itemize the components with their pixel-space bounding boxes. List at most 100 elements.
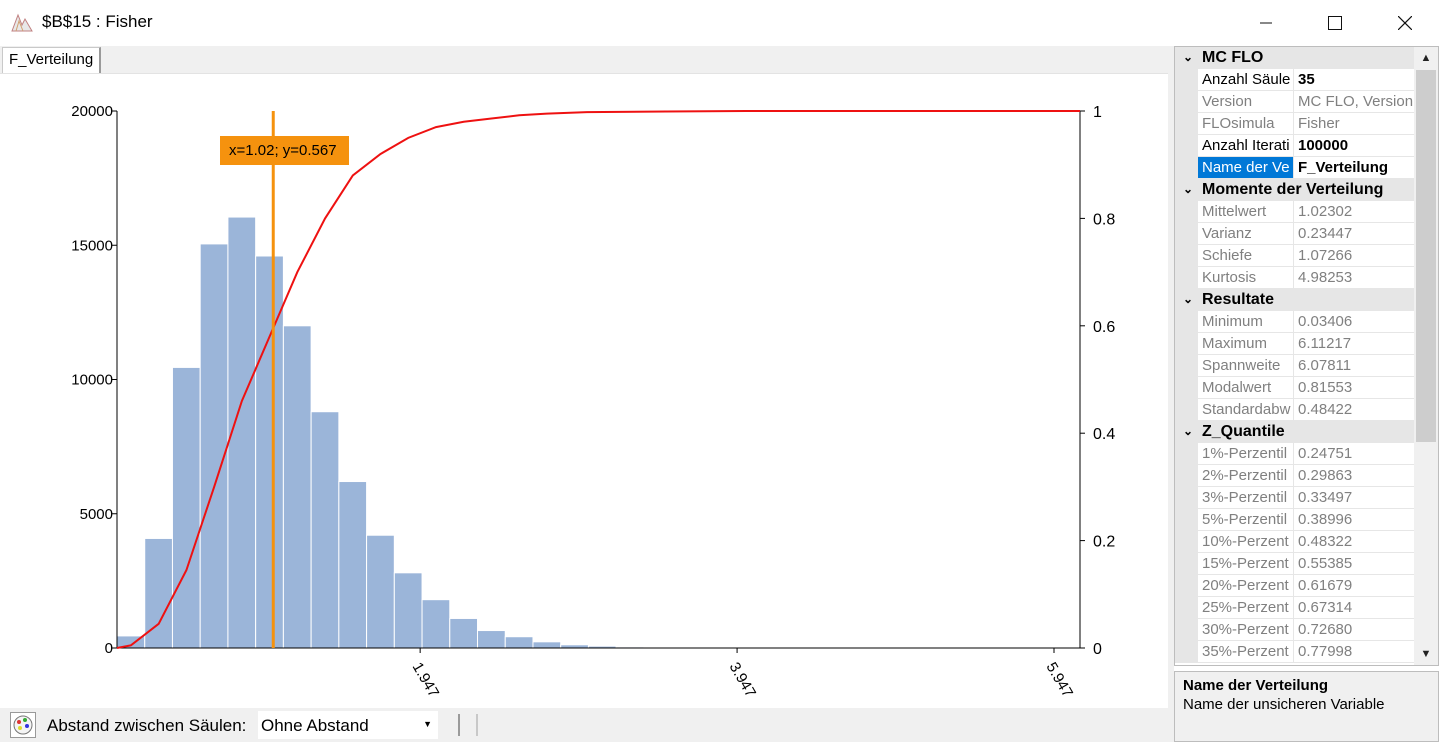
property-value[interactable]: 100000	[1294, 135, 1414, 157]
property-grid-scrollbar[interactable]: ▲ ▼	[1414, 47, 1438, 665]
property-value[interactable]: F_Verteilung	[1294, 157, 1414, 179]
property-name[interactable]: 35%-Perzent	[1198, 641, 1294, 663]
property-name[interactable]: Mittelwert	[1198, 201, 1294, 223]
property-value[interactable]: 0.03406	[1294, 311, 1414, 333]
property-name[interactable]: 25%-Perzent	[1198, 597, 1294, 619]
property-row[interactable]: 25%-Perzent 0.67314	[1175, 597, 1414, 619]
property-row[interactable]: 1%-Perzentil 0.24751	[1175, 443, 1414, 465]
right-tick-label: 0	[1093, 641, 1102, 658]
panel-splitter[interactable]	[1168, 46, 1174, 742]
left-tick-label: 10000	[71, 372, 113, 389]
property-value[interactable]: 0.67314	[1294, 597, 1414, 619]
tab-f-verteilung[interactable]: F_Verteilung	[2, 47, 102, 73]
property-row[interactable]: Varianz 0.23447	[1175, 223, 1414, 245]
property-row[interactable]: Spannweite 6.07811	[1175, 355, 1414, 377]
property-name[interactable]: Standardabw	[1198, 399, 1294, 421]
property-name[interactable]: Maximum	[1198, 333, 1294, 355]
property-name[interactable]: Version	[1198, 91, 1294, 113]
property-row[interactable]: Anzahl Iterati 100000	[1175, 135, 1414, 157]
property-name[interactable]: 15%-Perzent	[1198, 553, 1294, 575]
right-tick-label: 0.4	[1093, 426, 1115, 443]
property-value[interactable]: 35	[1294, 69, 1414, 91]
close-button[interactable]	[1382, 0, 1428, 46]
scroll-thumb[interactable]	[1416, 70, 1436, 442]
property-value[interactable]: 1.07266	[1294, 245, 1414, 267]
property-name[interactable]: Name der Ve	[1198, 157, 1294, 179]
scroll-up-button[interactable]: ▲	[1414, 47, 1438, 69]
row-gutter	[1175, 355, 1198, 377]
property-row[interactable]: 30%-Perzent 0.72680	[1175, 619, 1414, 641]
property-value[interactable]: 0.29863	[1294, 465, 1414, 487]
property-value[interactable]: 0.72680	[1294, 619, 1414, 641]
chevron-down-icon[interactable]: ⌄	[1183, 182, 1194, 196]
property-value[interactable]: Fisher	[1294, 113, 1414, 135]
property-row[interactable]: 10%-Perzent 0.48322	[1175, 531, 1414, 553]
property-row[interactable]: 20%-Perzent 0.61679	[1175, 575, 1414, 597]
title-bar: $B$15 : Fisher	[0, 0, 1441, 46]
property-row[interactable]: Name der Ve F_Verteilung	[1175, 157, 1414, 179]
chevron-down-icon[interactable]: ⌄	[1183, 424, 1194, 438]
property-value[interactable]: MC FLO, Version	[1294, 91, 1414, 113]
property-value[interactable]: 0.38996	[1294, 509, 1414, 531]
maximize-button[interactable]	[1312, 0, 1358, 46]
chevron-down-icon[interactable]: ⌄	[1183, 292, 1194, 306]
property-row[interactable]: 3%-Perzentil 0.33497	[1175, 487, 1414, 509]
property-value[interactable]: 0.55385	[1294, 553, 1414, 575]
row-gutter	[1175, 575, 1198, 597]
property-name[interactable]: Modalwert	[1198, 377, 1294, 399]
property-name[interactable]: Spannweite	[1198, 355, 1294, 377]
property-row[interactable]: Mittelwert 1.02302	[1175, 201, 1414, 223]
property-name[interactable]: Schiefe	[1198, 245, 1294, 267]
property-name[interactable]: Varianz	[1198, 223, 1294, 245]
scroll-down-button[interactable]: ▼	[1414, 643, 1438, 665]
category-header[interactable]: ⌄ MC FLO	[1175, 47, 1414, 69]
property-row[interactable]: Modalwert 0.81553	[1175, 377, 1414, 399]
property-row[interactable]: Schiefe 1.07266	[1175, 245, 1414, 267]
property-row[interactable]: 5%-Perzentil 0.38996	[1175, 509, 1414, 531]
minimize-button[interactable]	[1243, 0, 1289, 46]
property-row[interactable]: 2%-Perzentil 0.29863	[1175, 465, 1414, 487]
category-header[interactable]: ⌄ Z_Quantile	[1175, 421, 1414, 443]
row-gutter	[1175, 201, 1198, 223]
property-value[interactable]: 0.48322	[1294, 531, 1414, 553]
property-name[interactable]: Minimum	[1198, 311, 1294, 333]
property-row[interactable]: Version MC FLO, Version	[1175, 91, 1414, 113]
property-value[interactable]: 4.98253	[1294, 267, 1414, 289]
category-header[interactable]: ⌄ Resultate	[1175, 289, 1414, 311]
property-value[interactable]: 0.48422	[1294, 399, 1414, 421]
histogram-bar	[366, 534, 395, 649]
category-header[interactable]: ⌄ Momente der Verteilung	[1175, 179, 1414, 201]
property-name[interactable]: 30%-Perzent	[1198, 619, 1294, 641]
property-row[interactable]: FLOsimula Fisher	[1175, 113, 1414, 135]
histogram-chart: 0 5000 10000 15000 20000 0 0.2 0.4 0.6 0.8 1 1.947 3…	[71, 103, 1115, 701]
gap-select[interactable]: Ohne Abstand ▼	[258, 711, 438, 739]
property-value[interactable]: 0.23447	[1294, 223, 1414, 245]
property-row[interactable]: Maximum 6.11217	[1175, 333, 1414, 355]
property-name[interactable]: Anzahl Iterati	[1198, 135, 1294, 157]
palette-button[interactable]	[10, 712, 36, 738]
property-value[interactable]: 0.33497	[1294, 487, 1414, 509]
property-row[interactable]: Minimum 0.03406	[1175, 311, 1414, 333]
property-name[interactable]: 5%-Perzentil	[1198, 509, 1294, 531]
property-value[interactable]: 0.77998	[1294, 641, 1414, 663]
property-name[interactable]: 2%-Perzentil	[1198, 465, 1294, 487]
property-name[interactable]: FLOsimula	[1198, 113, 1294, 135]
property-name[interactable]: Kurtosis	[1198, 267, 1294, 289]
property-row[interactable]: Kurtosis 4.98253	[1175, 267, 1414, 289]
property-value[interactable]: 0.81553	[1294, 377, 1414, 399]
property-name[interactable]: 20%-Perzent	[1198, 575, 1294, 597]
property-value[interactable]: 0.24751	[1294, 443, 1414, 465]
property-row[interactable]: Anzahl Säule 35	[1175, 69, 1414, 91]
property-value[interactable]: 1.02302	[1294, 201, 1414, 223]
property-value[interactable]: 6.07811	[1294, 355, 1414, 377]
property-name[interactable]: 1%-Perzentil	[1198, 443, 1294, 465]
property-name[interactable]: Anzahl Säule	[1198, 69, 1294, 91]
property-row[interactable]: 35%-Perzent 0.77998	[1175, 641, 1414, 663]
property-name[interactable]: 3%-Perzentil	[1198, 487, 1294, 509]
property-row[interactable]: Standardabw 0.48422	[1175, 399, 1414, 421]
property-value[interactable]: 0.61679	[1294, 575, 1414, 597]
property-value[interactable]: 6.11217	[1294, 333, 1414, 355]
property-row[interactable]: 15%-Perzent 0.55385	[1175, 553, 1414, 575]
property-name[interactable]: 10%-Perzent	[1198, 531, 1294, 553]
chevron-down-icon[interactable]: ⌄	[1183, 50, 1194, 64]
